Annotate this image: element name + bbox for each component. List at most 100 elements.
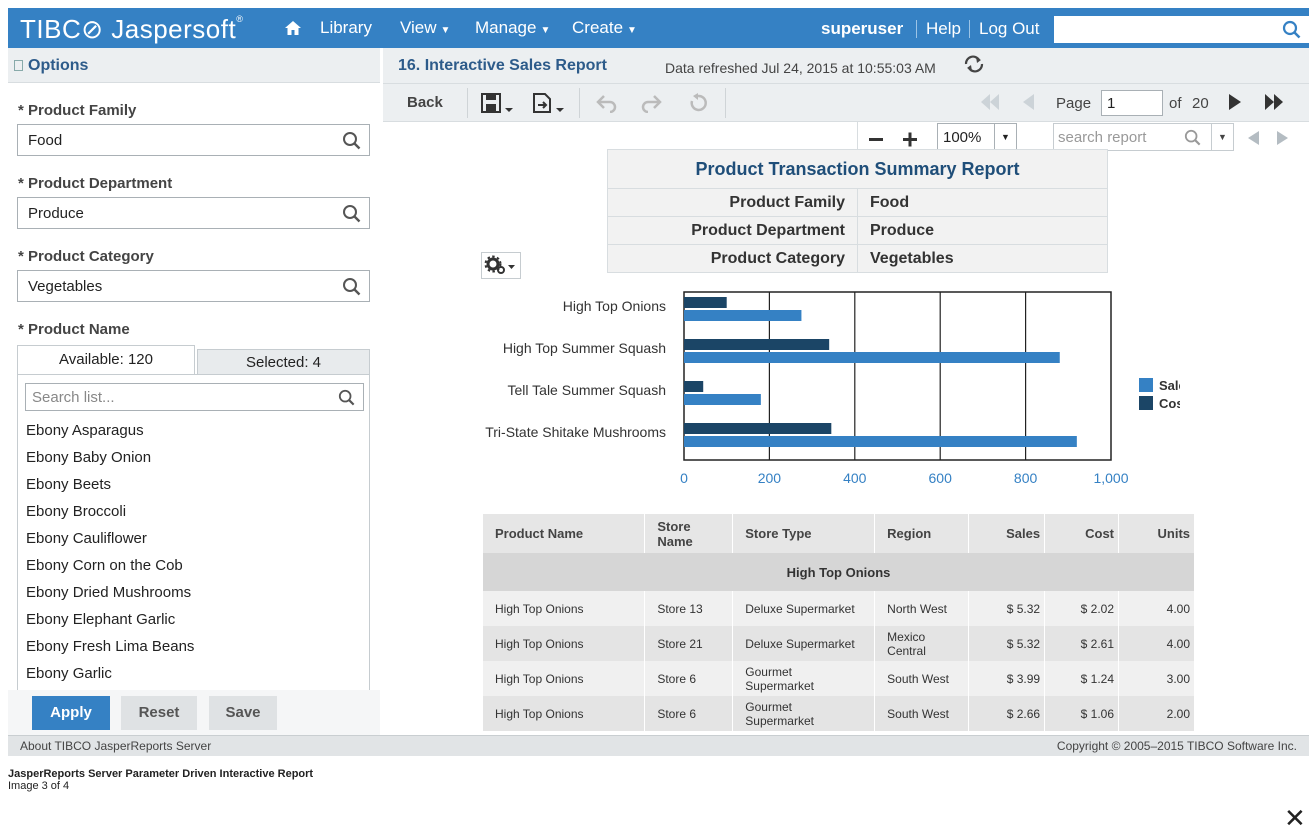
tab-available[interactable]: Available: 120 [17,345,195,375]
apply-button[interactable]: Apply [32,696,110,730]
search-icon[interactable] [342,204,361,223]
y-category-label: Tri-State Shitake Mushrooms [485,424,666,440]
nav-view[interactable]: View ▼ [400,18,451,37]
search-previous-icon[interactable] [1246,130,1260,146]
list-item[interactable]: Ebony Elephant Garlic [26,611,176,628]
column-header[interactable]: Store Name [644,514,734,553]
product-name-label: * Product Name [18,321,130,338]
list-item[interactable]: Ebony Broccoli [26,503,127,520]
product-family-input[interactable]: Food [17,124,370,156]
undo-all-icon[interactable] [687,93,709,113]
refresh-icon[interactable] [962,54,986,74]
zoom-select[interactable]: 100% ▼ [937,123,1017,151]
summary-title: Product Transaction Summary Report [607,149,1108,189]
copyright: Copyright © 2005–2015 TIBCO Software Inc… [1056,739,1297,753]
collapse-icon[interactable] [14,60,23,71]
column-header[interactable]: Store Type [732,514,876,553]
options-header[interactable]: Options [8,48,380,83]
product-category-input[interactable]: Vegetables [17,270,370,302]
previous-page-icon[interactable] [1021,93,1035,111]
search-next-icon[interactable] [1276,130,1290,146]
close-icon[interactable]: ✕ [1284,803,1306,833]
redo-icon[interactable] [639,93,663,113]
list-item[interactable]: Ebony Beets [26,476,112,493]
save-button[interactable]: Save [209,696,277,730]
table-row: High Top Onions Store 6 Gourmet Supermarke… [483,661,1195,696]
table-cell: $ 1.06 [1044,696,1120,731]
options-button-row: Apply Reset Save [8,690,380,735]
logo[interactable]: TIBC⊘ Jaspersoft® [20,14,244,44]
list-item[interactable]: Ebony Garlic [26,665,112,682]
global-search-input[interactable] [1054,16,1309,43]
table-cell: South West [874,696,970,731]
chevron-down-icon[interactable]: ▼ [994,124,1016,150]
list-item[interactable]: Ebony Cauliflower [26,530,147,547]
chart-settings-button[interactable] [481,252,521,279]
zoom-out-icon[interactable] [868,131,884,147]
table-cell: Gourmet Supermarket [732,696,876,731]
tab-selected[interactable]: Selected: 4 [197,349,370,375]
first-page-icon[interactable] [979,93,1001,111]
nav-library[interactable]: Library [320,18,372,37]
chevron-down-icon[interactable]: ▼ [1211,124,1233,150]
table-cell: Store 21 [644,626,734,661]
search-icon[interactable] [1184,129,1201,146]
help-link[interactable]: Help [926,19,961,38]
user-name[interactable]: superuser [821,19,904,38]
table-cell: High Top Onions [483,626,646,661]
list-item[interactable]: Ebony Dried Mushrooms [26,584,192,601]
list-item[interactable]: Ebony Baby Onion [26,449,152,466]
report-header: 16. Interactive Sales Report Data refres… [383,48,1309,84]
last-page-icon[interactable] [1264,93,1286,111]
column-header[interactable]: Cost [1044,514,1120,553]
column-header[interactable]: Product Name [483,514,646,553]
search-icon[interactable] [1282,20,1301,39]
y-category-label: High Top Onions [563,298,666,314]
gear-icon[interactable] [482,253,520,278]
bar-sales [684,436,1077,447]
group-label: High Top Onions [483,553,1195,591]
table-cell: Store 6 [644,696,734,731]
table-cell: 2.00 [1118,696,1195,731]
list-item[interactable]: Ebony Fresh Lima Beans [26,638,195,655]
undo-icon[interactable] [595,93,619,113]
save-icon[interactable] [481,93,515,115]
nav-manage[interactable]: Manage ▼ [475,18,551,37]
summary-key: Product Family [607,188,858,217]
legend-swatch [1139,396,1153,410]
column-header[interactable]: Units [1118,514,1195,553]
back-button[interactable]: Back [407,94,443,111]
product-department-label: * Product Department [18,175,173,192]
zoom-in-icon[interactable] [902,131,918,147]
page-number-input[interactable]: 1 [1101,90,1163,116]
logout-link[interactable]: Log Out [979,19,1040,38]
table-cell: Store 6 [644,661,734,696]
product-department-input[interactable]: Produce [17,197,370,229]
table-cell: $ 2.66 [968,696,1046,731]
list-item[interactable]: Ebony Corn on the Cob [26,557,183,574]
table-row: High Top Onions Store 21 Deluxe Supermarke… [483,626,1195,661]
column-header[interactable]: Region [874,514,970,553]
reset-button[interactable]: Reset [121,696,197,730]
page-label: Page [1056,95,1092,112]
search-icon[interactable] [338,389,355,406]
summary-row: Product Family Food [607,188,1108,217]
nav-create[interactable]: Create ▼ [572,18,637,37]
search-icon[interactable] [342,277,361,296]
options-title: Options [28,57,89,74]
y-category-label: Tell Tale Summer Squash [508,382,666,398]
about-link[interactable]: About TIBCO JasperReports Server [20,739,212,753]
home-icon[interactable] [284,19,302,37]
column-header[interactable]: Sales [968,514,1046,553]
total-pages: 20 [1192,95,1209,112]
x-tick-label: 0 [680,470,688,486]
of-label: of [1169,95,1182,112]
legend-swatch [1139,378,1153,392]
export-icon[interactable] [532,93,566,115]
search-icon[interactable] [342,131,361,150]
report-search-input[interactable]: search report ▼ [1053,123,1234,151]
product-family-label: * Product Family [18,102,137,119]
next-page-icon[interactable] [1228,93,1242,111]
list-search-input[interactable]: Search list... [25,383,364,411]
list-item[interactable]: Ebony Asparagus [26,422,144,439]
